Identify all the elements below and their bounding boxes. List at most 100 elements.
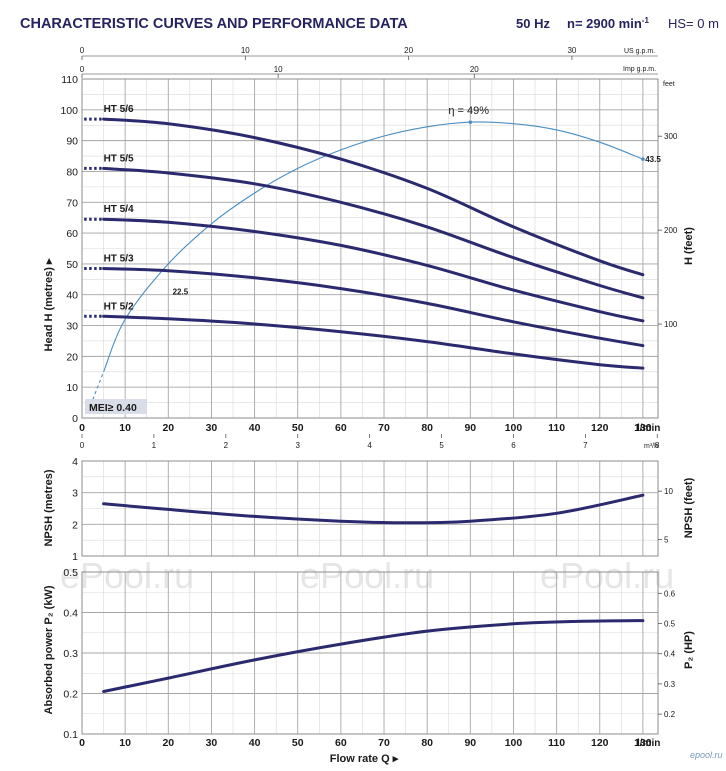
label-layer: 010203040506070809010011012340.10.20.30.…	[43, 46, 695, 765]
npsh-curve	[102, 493, 645, 525]
hs-label: HS= 0 m	[668, 16, 719, 31]
efficiency-peak-point	[468, 120, 473, 124]
head-x-unit: l/min	[637, 423, 660, 434]
power-x-unit: l/min	[637, 738, 660, 749]
npsh-ylabel: NPSH (metres)	[43, 469, 55, 546]
head-xtick-label: 100	[505, 422, 523, 434]
grid-layer	[81, 78, 659, 735]
imp-gpm-tick-label: 20	[470, 65, 479, 74]
m3h-tick-label: 4	[367, 441, 372, 450]
series-label: HT 5/2	[104, 301, 134, 312]
feet-tick-label: 300	[664, 132, 678, 141]
m3h-tick-label: 7	[583, 441, 588, 450]
hp-tick-label: 0.6	[664, 589, 676, 598]
us-gpm-tick-label: 0	[80, 46, 85, 55]
us-gpm-tick-label: 30	[567, 46, 576, 55]
power-ylabel: Absorbed power P₂ (kW)	[43, 585, 55, 714]
power-xtick-label: 40	[249, 737, 261, 749]
power-frame	[81, 571, 659, 735]
head-xtick-label: 0	[79, 422, 85, 434]
chart-title: CHARACTERISTIC CURVES AND PERFORMANCE DA…	[20, 16, 408, 32]
power-xtick-label: 130	[634, 737, 652, 749]
efficiency-label: η = 49%	[448, 105, 489, 117]
npsh-ytick-label: 2	[72, 519, 78, 531]
npsh-feet-tick-label: 10	[664, 487, 673, 496]
npsh-feet-tick-label: 5	[664, 535, 669, 544]
power-ytick-label: 0.3	[63, 648, 78, 660]
head-xtick-label: 50	[292, 422, 304, 434]
efficiency-end-point	[641, 157, 645, 161]
feet-tick-label: 200	[664, 226, 678, 235]
npsh-ytick-label: 3	[72, 488, 78, 500]
head-curve-ht-5-4	[102, 217, 645, 323]
frequency-label: 50 Hz	[516, 16, 550, 31]
power-xtick-label: 20	[162, 737, 174, 749]
speed-sup: -1	[642, 16, 650, 25]
power-xtick-label: 70	[378, 737, 390, 749]
corner-watermark: epool.ru	[690, 750, 723, 760]
head-ytick-label: 110	[61, 74, 78, 86]
head-ytick-label: 40	[66, 290, 78, 302]
speed-label: n= 2900 min-1	[567, 16, 649, 31]
head-xtick-label: 90	[464, 422, 476, 434]
watermark-text-2: ePool.ru	[300, 555, 434, 596]
m3h-tick-label: 5	[439, 441, 444, 450]
power-xtick-label: 120	[591, 737, 609, 749]
head-frame	[81, 78, 659, 419]
power-xtick-label: 90	[464, 737, 476, 749]
head-xtick-label: 30	[206, 422, 218, 434]
head-xtick-label: 80	[421, 422, 433, 434]
power-ylabel-right: P₂ (HP)	[683, 631, 695, 669]
feet-unit-label: feet	[663, 81, 675, 88]
power-xtick-label: 10	[119, 737, 131, 749]
series-label: HT 5/6	[104, 104, 134, 115]
power-xtick-label: 50	[292, 737, 304, 749]
power-xtick-label: 110	[548, 737, 565, 749]
series-label: HT 5/5	[104, 153, 134, 164]
head-curve-ht-5-5	[102, 166, 645, 300]
imp-gpm-tick-label: 0	[80, 65, 85, 74]
watermark-layer: ePool.ru ePool.ru ePool.ru epool.ru	[60, 555, 723, 760]
head-ytick-label: 10	[66, 382, 78, 394]
speed-text: n= 2900 min	[567, 16, 642, 31]
power-xtick-label: 30	[206, 737, 218, 749]
npsh-ytick-label: 4	[72, 456, 78, 468]
m3h-tick-label: 3	[296, 441, 301, 450]
hp-tick-label: 0.2	[664, 710, 676, 719]
imp-gpm-tick-label: 10	[274, 65, 283, 74]
npsh-frame	[81, 460, 659, 557]
head-ytick-label: 60	[66, 228, 78, 240]
head-xtick-label: 110	[548, 422, 565, 434]
us-gpm-tick-label: 10	[241, 46, 250, 55]
m3h-tick-label: 6	[511, 441, 516, 450]
head-xtick-label: 10	[119, 422, 131, 434]
us-gpm-tick-label: 20	[404, 46, 413, 55]
annotation-low-efficiency: 22.5	[173, 288, 189, 297]
power-xtick-label: 100	[505, 737, 523, 749]
power-ytick-label: 0.4	[63, 608, 78, 620]
head-ytick-label: 0	[72, 413, 78, 425]
series-label: HT 5/4	[104, 204, 134, 215]
m3h-unit: m³/h	[644, 443, 658, 450]
head-ytick-label: 70	[66, 197, 78, 209]
power-xtick-label: 80	[421, 737, 433, 749]
head-ytick-label: 80	[66, 166, 78, 178]
head-curve-ht-5-2	[102, 314, 645, 370]
efficiency-curve	[103, 121, 644, 373]
m3h-tick-label: 2	[224, 441, 229, 450]
head-ytick-label: 90	[66, 136, 78, 148]
head-ytick-label: 50	[66, 259, 78, 271]
mei-label: MEI≥ 0.40	[89, 402, 137, 414]
efficiency-curve-extension	[92, 371, 105, 400]
m3h-tick-label: 8	[655, 441, 660, 450]
npsh-ylabel-right: NPSH (feet)	[683, 477, 695, 538]
feet-tick-label: 100	[664, 320, 678, 329]
power-ytick-label: 0.1	[63, 729, 78, 741]
annotation-end-efficiency: 43.5	[645, 155, 661, 164]
head-ytick-label: 30	[66, 321, 78, 333]
power-ytick-label: 0.2	[63, 689, 78, 701]
head-xtick-label: 20	[162, 422, 174, 434]
head-ylabel-right: H (feet)	[683, 227, 695, 265]
head-curve-ht-5-3	[102, 267, 645, 348]
series-label: HT 5/3	[104, 254, 134, 265]
